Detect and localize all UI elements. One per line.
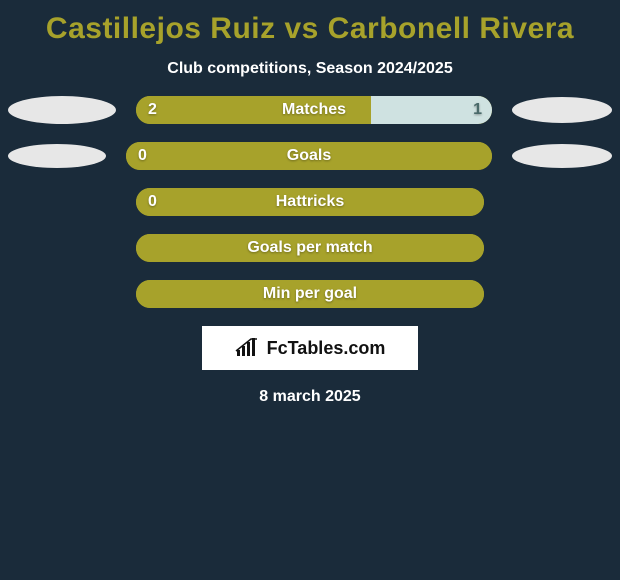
comparison-infographic: Castillejos Ruiz vs Carbonell Rivera Clu… bbox=[0, 0, 620, 406]
page-title: Castillejos Ruiz vs Carbonell Rivera bbox=[0, 8, 620, 52]
stat-row: Goals0 bbox=[8, 142, 612, 170]
player-right-badge bbox=[512, 144, 612, 168]
stat-label: Hattricks bbox=[136, 188, 484, 216]
stat-row: Min per goal bbox=[8, 280, 612, 308]
brand-box: FcTables.com bbox=[202, 326, 418, 370]
stat-label: Matches bbox=[136, 96, 492, 124]
stat-bar: Hattricks0 bbox=[136, 188, 484, 216]
stat-value-left: 0 bbox=[138, 142, 147, 170]
stat-bar: Goals per match bbox=[136, 234, 484, 262]
bar-chart-icon bbox=[235, 338, 261, 358]
stat-row: Hattricks0 bbox=[8, 188, 612, 216]
player-left-badge bbox=[8, 96, 116, 124]
stats-area: Matches21Goals0Hattricks0Goals per match… bbox=[0, 96, 620, 308]
stat-label: Goals per match bbox=[136, 234, 484, 262]
player-right-badge bbox=[512, 97, 612, 123]
stat-value-right: 1 bbox=[473, 96, 482, 124]
stat-bar: Goals0 bbox=[126, 142, 492, 170]
stat-label: Min per goal bbox=[136, 280, 484, 308]
stat-label: Goals bbox=[126, 142, 492, 170]
date-text: 8 march 2025 bbox=[0, 370, 620, 406]
stat-row: Goals per match bbox=[8, 234, 612, 262]
player-left-badge bbox=[8, 144, 106, 168]
stat-row: Matches2 1 bbox=[8, 96, 612, 124]
stat-bar: Matches2 1 bbox=[136, 96, 492, 124]
brand-text: FcTables.com bbox=[267, 338, 386, 359]
stat-value-left: 0 bbox=[148, 188, 157, 216]
stat-value-left: 2 bbox=[148, 96, 157, 124]
subtitle: Club competitions, Season 2024/2025 bbox=[0, 52, 620, 96]
stat-bar: Min per goal bbox=[136, 280, 484, 308]
